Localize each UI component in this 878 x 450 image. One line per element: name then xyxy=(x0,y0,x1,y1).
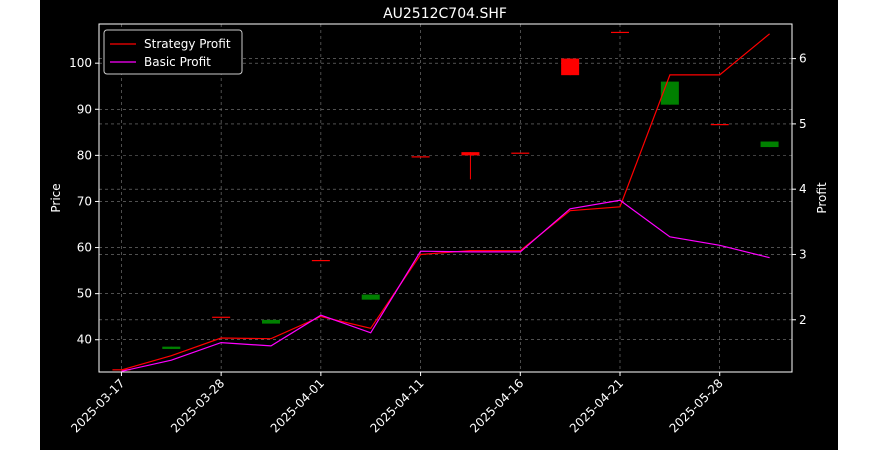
candle-body xyxy=(311,259,330,262)
legend-box xyxy=(103,29,243,75)
x-tick-label: 2025-03-17 xyxy=(68,376,127,435)
grid-lines xyxy=(99,24,792,372)
chart-figure: 40 50 60 70 80 90 100 2 3 4 5 6 2025-03-17 2025-03-28… xyxy=(40,0,838,450)
basic-profit-line xyxy=(121,199,770,372)
candle-body xyxy=(760,141,779,148)
candle-body xyxy=(212,316,231,318)
y-right-tick-label: 2 xyxy=(799,313,807,327)
y-right-tick-label: 3 xyxy=(799,247,807,261)
plot-area-frame xyxy=(98,23,793,373)
candle-body xyxy=(411,156,430,158)
candle-body xyxy=(710,124,729,126)
strategy-profit-line xyxy=(121,33,770,371)
x-tick-label: 2025-03-28 xyxy=(168,376,227,435)
y-left-tick-label: 90 xyxy=(77,102,92,116)
legend-label-basic-profit: Basic Profit xyxy=(144,55,211,69)
candle-body xyxy=(561,58,580,76)
candle-body xyxy=(162,346,181,349)
x-tick-label: 2025-04-21 xyxy=(567,376,626,435)
candle-body xyxy=(610,31,629,34)
candle xyxy=(461,152,480,180)
profit-lines xyxy=(121,33,770,372)
chart-title: AU2512C704.SHF xyxy=(383,6,507,22)
x-tick-label: 2025-04-11 xyxy=(367,376,426,435)
y-right-tick-label: 5 xyxy=(799,117,807,131)
candle-body xyxy=(511,152,530,154)
candle xyxy=(411,156,430,158)
y-left-tick-label: 70 xyxy=(77,194,92,208)
x-tick-label: 2025-05-28 xyxy=(667,376,726,435)
candle xyxy=(610,31,629,34)
candle xyxy=(361,294,380,300)
candle xyxy=(162,346,181,349)
chart-svg: 40 50 60 70 80 90 100 2 3 4 5 6 2025-03-17 2025-03-28… xyxy=(49,6,829,435)
y-left-tick-label: 60 xyxy=(77,241,92,255)
y-right-tick-label: 6 xyxy=(799,52,807,66)
legend-label-strategy-profit: Strategy Profit xyxy=(144,37,231,51)
candle xyxy=(262,319,281,324)
legend: Strategy Profit Basic Profit xyxy=(103,29,243,75)
candle xyxy=(511,152,530,154)
x-tick-label: 2025-04-16 xyxy=(467,376,526,435)
y-left-tick-label: 100 xyxy=(69,56,92,70)
y-left-tick-label: 40 xyxy=(77,333,92,347)
y-axis-left-label: Price xyxy=(49,183,63,212)
y-left-tick-label: 50 xyxy=(77,287,92,301)
candle xyxy=(212,316,231,318)
y-left-tick-label: 80 xyxy=(77,148,92,162)
x-tick-label: 2025-04-01 xyxy=(268,376,327,435)
y-right-tick-label: 4 xyxy=(799,182,807,196)
candle xyxy=(561,58,580,76)
candle-body xyxy=(262,319,281,324)
candle-body xyxy=(461,152,480,156)
candle-body xyxy=(361,294,380,300)
candle xyxy=(760,141,779,148)
candlesticks xyxy=(112,31,779,371)
candle xyxy=(710,124,729,126)
y-axis-right-label: Profit xyxy=(815,182,829,214)
candle xyxy=(311,259,330,262)
